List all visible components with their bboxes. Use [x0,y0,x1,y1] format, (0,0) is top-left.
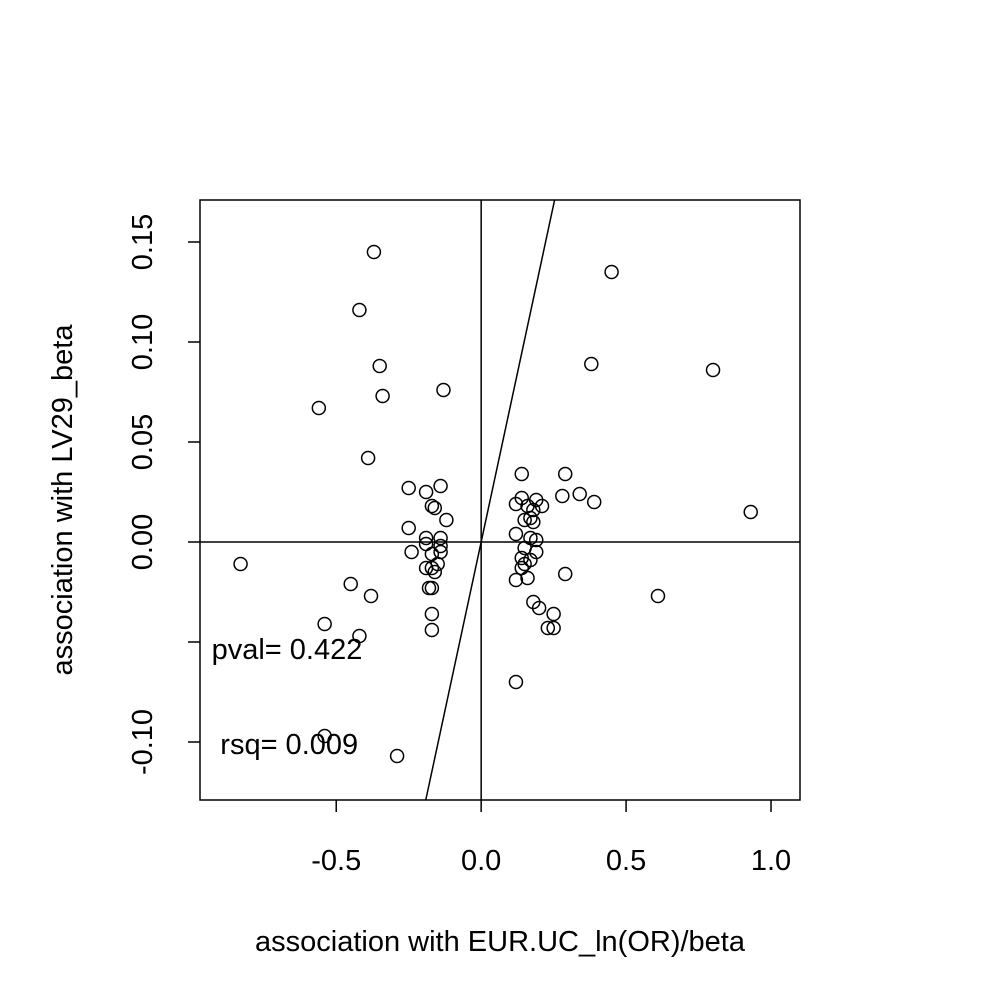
data-point [604,264,619,280]
data-point [366,244,382,260]
data-point [508,496,524,512]
data-point [424,622,440,638]
fit-line [425,199,556,801]
data-point [650,588,666,604]
data-point [523,510,538,526]
data-point [557,566,573,582]
data-point [572,486,587,502]
data-point [317,728,332,744]
annotations: pval= 0.422 rsq= 0.009 [212,634,363,761]
data-point [514,466,529,482]
data-point [233,556,248,572]
data-point [424,606,440,622]
data-point [343,576,358,592]
stat-annotation: rsq= 0.009 [220,729,358,761]
data-point [427,500,443,516]
data-point [586,494,602,510]
stat-annotation: pval= 0.422 [212,634,363,666]
data-point [424,498,440,514]
data-point [311,400,327,416]
y-tick-label: -0.10 [127,709,159,775]
data-point [363,588,379,604]
data-point [557,466,573,482]
y-axis-title: association with LV29_beta [47,324,79,676]
data-point [401,520,416,536]
y-tick-label: 0.00 [127,514,159,570]
reference-lines [200,199,800,801]
data-point [743,504,758,520]
data-point [526,502,541,518]
y-tick-label: 0.15 [127,214,159,270]
data-point [360,450,376,466]
data-point [375,388,390,404]
data-point [546,620,561,636]
y-tick-label: 0.05 [127,414,159,470]
x-tick-label: 1.0 [751,845,791,877]
data-point [404,544,419,560]
data-point [508,674,524,690]
data-point [418,530,434,546]
data-point [439,512,454,528]
data-point [705,362,721,378]
data-point [436,382,451,398]
data-point [526,514,541,530]
data-point [540,620,556,636]
data-point [427,564,443,580]
data-point [528,532,544,548]
data-point [352,302,367,318]
data-point [534,498,550,514]
x-tick-label: -0.5 [311,845,361,877]
data-points [233,244,758,764]
data-point [517,512,532,528]
plot-frame [199,199,801,801]
x-tick-label: 0.0 [461,845,501,877]
data-point [508,526,524,542]
data-point [433,530,448,546]
data-point [508,572,524,588]
data-point [433,478,448,494]
data-point [389,748,405,764]
data-point [424,580,440,596]
data-point [401,480,416,496]
data-point [424,560,440,576]
data-point [555,488,570,504]
x-tick-label: 0.5 [606,845,646,877]
data-point [317,616,332,632]
data-point [517,556,532,572]
data-point [433,538,448,554]
data-point [418,560,434,576]
data-point [352,628,367,644]
axes-layer: -0.5 0.0 0.5 1.0 -0.10 0.00 0.05 0.10 0.15 [127,214,791,877]
data-point [531,600,547,616]
data-point [372,358,387,374]
data-point [520,570,535,586]
data-point [584,356,599,372]
data-point [418,484,434,500]
y-tick-label: 0.10 [127,314,159,370]
x-axis-title: association with EUR.UC_ln(OR)/beta [255,926,746,958]
data-point [546,606,561,622]
